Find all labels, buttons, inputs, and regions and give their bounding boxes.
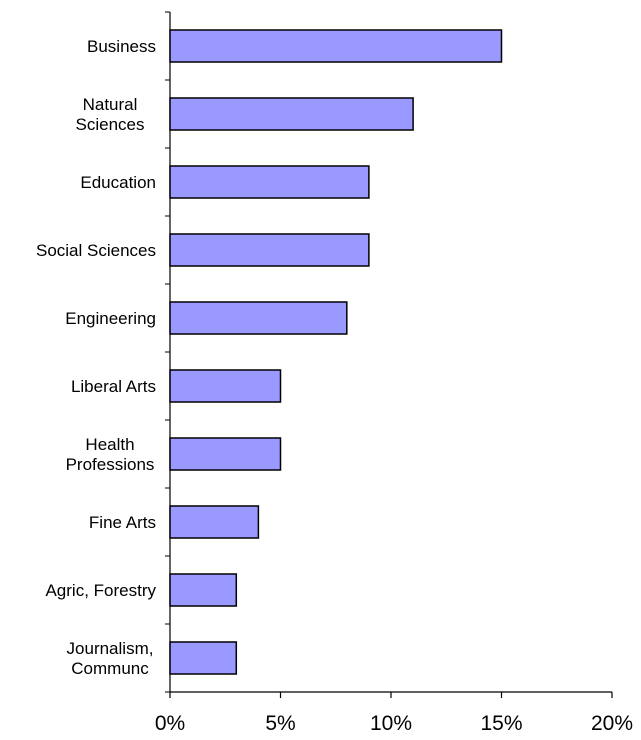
- category-label: Liberal Arts: [71, 377, 156, 396]
- category-label: Journalism, Communc: [67, 639, 154, 678]
- x-tick-label: 5%: [265, 712, 295, 735]
- x-tick-labels: 0% 5% 10% 15% 20%: [155, 712, 633, 735]
- category-label: Engineering: [65, 309, 156, 328]
- category-label: Education: [80, 173, 156, 192]
- category-label: Social Sciences: [36, 241, 156, 260]
- category-label: Natural Sciences: [76, 95, 145, 134]
- x-tick-label: 15%: [480, 712, 522, 735]
- bar: [169, 165, 370, 199]
- x-tick-label: 10%: [370, 712, 412, 735]
- bar: [169, 369, 282, 403]
- bar: [169, 641, 238, 675]
- bar: [169, 573, 238, 607]
- bar: [169, 301, 348, 335]
- x-tick-label: 20%: [591, 712, 633, 735]
- bar: [169, 29, 503, 63]
- bar: [169, 97, 414, 131]
- category-label: Agric, Forestry: [45, 581, 156, 600]
- chart-bars: [169, 29, 503, 675]
- bar: [169, 505, 260, 539]
- bar: [169, 233, 370, 267]
- category-label: Fine Arts: [89, 513, 156, 532]
- x-tick-label: 0%: [155, 712, 185, 735]
- bar: [169, 437, 282, 471]
- category-labels: Business Natural Sciences Education Social S…: [36, 37, 157, 678]
- category-label: Business: [87, 37, 156, 56]
- category-label: Health Professions: [66, 435, 155, 474]
